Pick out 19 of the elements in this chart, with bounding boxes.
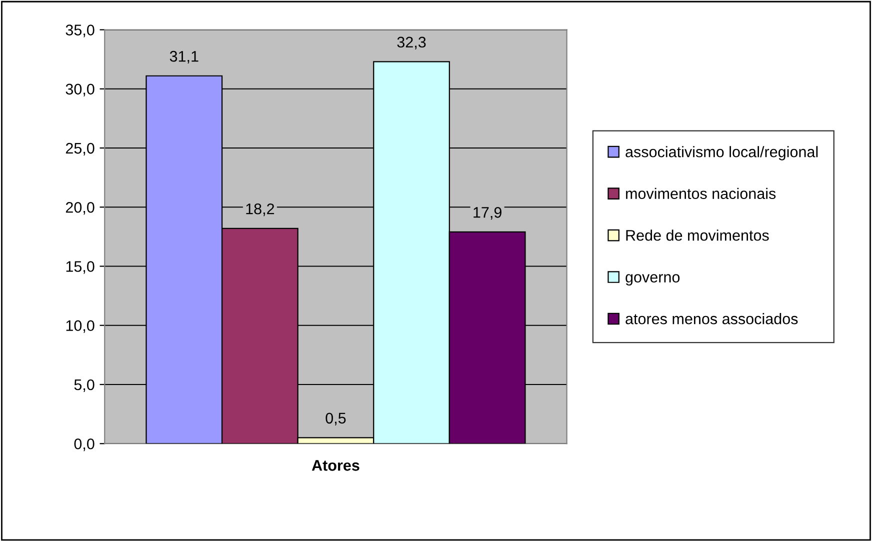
legend-label: governo xyxy=(626,274,680,286)
y-tick-label: 0,0 xyxy=(74,438,94,452)
data-label: 18,2 xyxy=(246,203,274,216)
legend-label: associativismo local/regional xyxy=(626,146,818,160)
y-tick-label: 35,0 xyxy=(66,24,94,38)
data-label: 32,3 xyxy=(397,36,426,50)
legend-label: movimentos nacionais xyxy=(626,188,776,200)
y-tick-label: 30,0 xyxy=(66,84,94,96)
y-tick-label: 5,0 xyxy=(74,379,94,392)
y-tick-label: 25,0 xyxy=(66,142,94,156)
x-axis-title: Atores xyxy=(312,460,360,471)
y-tick-label: 10,0 xyxy=(66,320,94,333)
data-label: 31,1 xyxy=(170,50,198,64)
legend-label: Rede de movimentos xyxy=(626,230,769,241)
legend-label: atores menos associados xyxy=(626,313,798,324)
data-label: 0,5 xyxy=(326,412,346,426)
data-label: 17,9 xyxy=(474,207,502,220)
y-tick-label: 15,0 xyxy=(66,261,94,274)
y-tick-label: 20,0 xyxy=(66,202,94,215)
